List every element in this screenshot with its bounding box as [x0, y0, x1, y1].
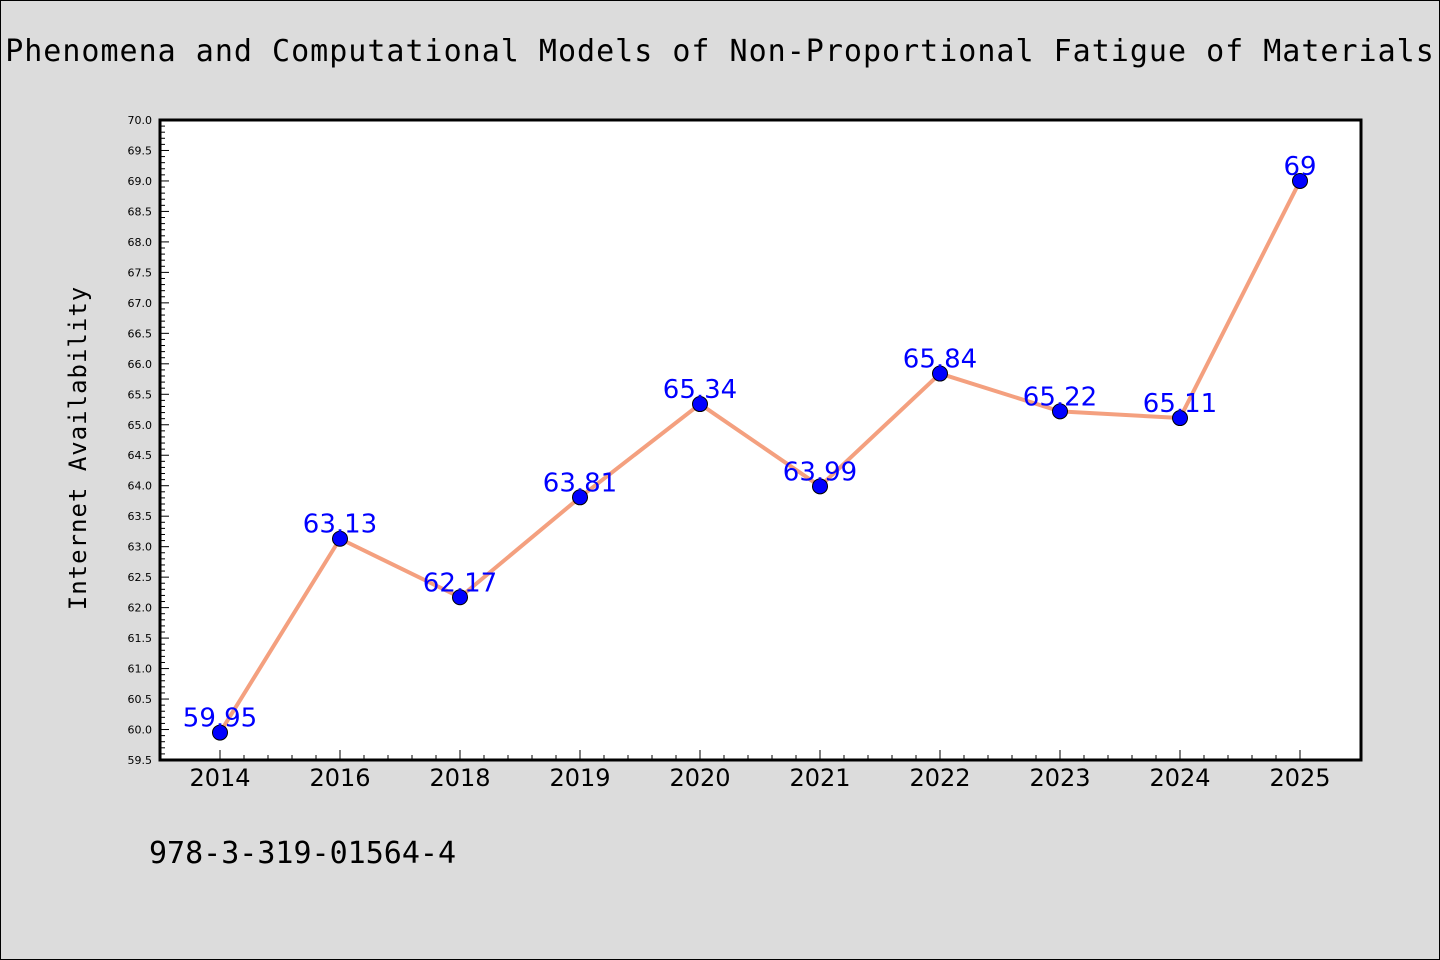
- y-tick-label: 63.5: [128, 510, 153, 523]
- data-point: [1292, 172, 1308, 189]
- data-label: 63.13: [303, 510, 377, 540]
- data-label: 65.34: [663, 375, 737, 405]
- data-label: 62.17: [423, 568, 497, 598]
- data-label: 65.22: [1023, 382, 1097, 412]
- x-axis: 2014 2016 2018 2019 2020 2021 2022 2023 2024 2025: [189, 750, 1331, 792]
- y-tick-label: 68.5: [128, 205, 153, 218]
- y-tick-label: 66.0: [128, 358, 153, 371]
- y-tick-label: 70.0: [128, 114, 153, 127]
- data-point: [812, 478, 828, 495]
- chart-title: Phenomena and Computational Models of No…: [5, 34, 1435, 69]
- data-point: [1052, 403, 1068, 420]
- series-layer: 59.95 63.13 62.17 63.81 65.34 63.99 65.84 65.22…: [183, 152, 1317, 741]
- y-tick-label: 65.5: [128, 388, 153, 401]
- x-tick-label: 2025: [1269, 764, 1330, 792]
- y-tick-label: 69.5: [128, 144, 153, 157]
- data-label: 59.95: [183, 704, 257, 734]
- y-tick-label: 60.5: [128, 693, 153, 706]
- y-tick-label: 65.0: [128, 419, 153, 432]
- x-tick-label: 2022: [909, 764, 970, 792]
- x-tick-label: 2014: [189, 764, 250, 792]
- x-tick-label: 2019: [549, 764, 610, 792]
- data-label: 63.99: [783, 457, 857, 487]
- data-point: [692, 396, 708, 413]
- y-tick-label: 64.5: [128, 449, 153, 462]
- y-axis-title: Internet Availability: [64, 286, 92, 610]
- y-tick-label: 64.0: [128, 480, 153, 493]
- data-label: 65.84: [903, 345, 977, 375]
- data-point: [332, 530, 348, 547]
- y-tick-label: 62.0: [128, 602, 153, 615]
- data-label: 63.81: [543, 468, 617, 498]
- x-tick-label: 2018: [429, 764, 490, 792]
- data-point: [212, 724, 228, 741]
- y-tick-label: 69.0: [128, 175, 153, 188]
- data-point: [1172, 410, 1188, 427]
- x-tick-label: 2021: [789, 764, 850, 792]
- data-point: [932, 365, 948, 382]
- plot-area: [158, 118, 1363, 762]
- x-tick-label: 2016: [309, 764, 370, 792]
- y-tick-label: 67.5: [128, 266, 153, 279]
- x-tick-label: 2020: [669, 764, 730, 792]
- x-tick-label: 2023: [1029, 764, 1090, 792]
- y-tick-label: 68.0: [128, 236, 153, 249]
- y-tick-label: 66.5: [128, 327, 153, 340]
- data-label: 65.11: [1143, 389, 1217, 419]
- y-tick-label: 62.5: [128, 571, 153, 584]
- data-label: 69: [1283, 152, 1316, 182]
- y-tick-label: 59.5: [128, 754, 153, 767]
- isbn-label: 978-3-319-01564-4: [149, 836, 457, 871]
- y-tick-label: 60.0: [128, 724, 153, 737]
- y-tick-label: 61.0: [128, 663, 153, 676]
- x-tick-label: 2024: [1149, 764, 1210, 792]
- series-line: [218, 180, 1302, 734]
- y-tick-label: 63.0: [128, 541, 153, 554]
- data-point: [452, 589, 468, 606]
- y-axis: 59.5 60.0 60.5 61.0 61.5 62.0 62.5 63.0 63.5 64.0…: [128, 114, 169, 767]
- data-point: [572, 489, 588, 506]
- y-tick-label: 61.5: [128, 632, 153, 645]
- y-tick-label: 67.0: [128, 297, 153, 310]
